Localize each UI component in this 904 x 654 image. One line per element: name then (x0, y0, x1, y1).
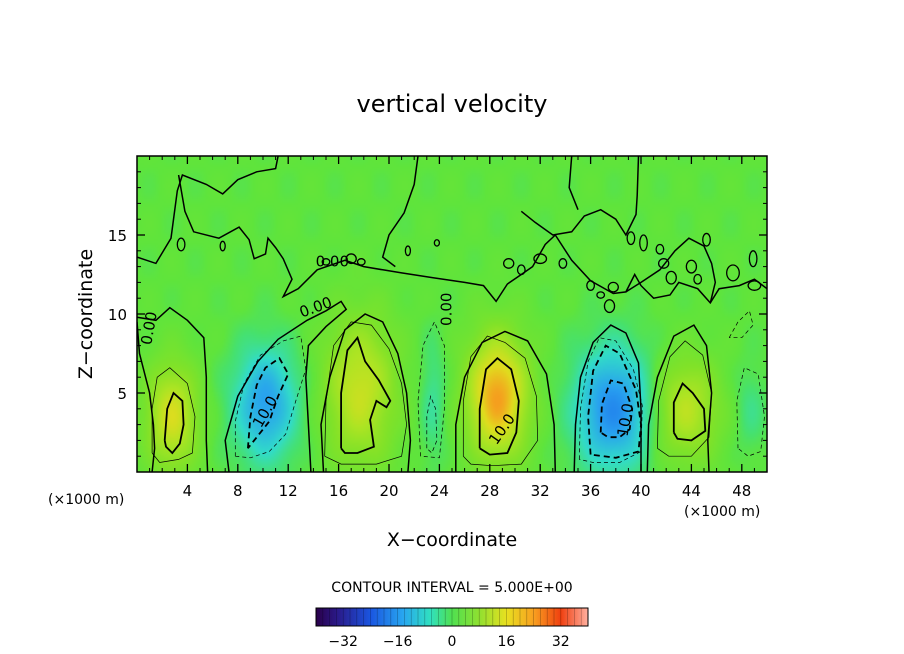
contour-5-3 (657, 340, 712, 457)
contour-zero-9 (625, 237, 717, 304)
contour-zero-12 (568, 156, 579, 210)
contour-10-1 (340, 335, 392, 454)
contour-zero-island-16 (657, 258, 670, 269)
contour-lines (137, 156, 767, 472)
contour-zero-8 (177, 174, 767, 305)
contour-zero-island-2 (321, 258, 331, 266)
colorbar-tick-label-4: 32 (552, 634, 570, 650)
contour-label-1: 0.00 (316, 252, 349, 270)
contour-neg5-5 (728, 310, 754, 339)
contour-zero-island-15 (655, 243, 665, 255)
contour-zero-island-9 (586, 280, 596, 291)
contour-zero-island-10 (596, 291, 606, 299)
x-axis: 4 8 12 16 20 24 28 32 36 40 44 48 (149, 156, 755, 500)
contour-zero-island-12 (607, 281, 619, 293)
colorbar-tick-label-0: −32 (328, 634, 358, 650)
x-tick-label-7: 32 (531, 482, 550, 500)
contour-zero-3 (320, 313, 412, 472)
chart-title: vertical velocity (357, 90, 548, 118)
contour-zero-island-0 (176, 237, 186, 252)
contour-zero-4 (455, 330, 557, 472)
contour-neg5-0 (234, 335, 307, 459)
contour-label-0: 0.00 (137, 310, 161, 346)
contour-zero-6 (646, 324, 713, 472)
contour-zero-island-6 (516, 264, 526, 276)
colorbar-tick-label-2: 0 (448, 634, 457, 650)
x-tick-label-11: 48 (732, 482, 751, 500)
x-tick-label-2: 12 (279, 482, 298, 500)
x-tick-label-8: 36 (581, 482, 600, 500)
x-tick-label-5: 24 (430, 482, 449, 500)
contour-10-3 (672, 381, 707, 442)
contour-zero-1 (137, 306, 209, 472)
contour-zero-2 (224, 300, 348, 472)
colorbar-tick-label-1: −16 (383, 634, 413, 650)
contour-zero-7 (137, 156, 279, 265)
y-axis-label: Z−coordinate (75, 249, 97, 379)
x-unit-right: (×1000 m) (684, 504, 760, 520)
contour-zero-island-11 (603, 299, 616, 314)
contour-zero-island-4 (356, 258, 366, 266)
contour-zero-11 (520, 156, 640, 237)
contour-5-2 (462, 335, 539, 467)
contour-zero-island-8 (558, 258, 568, 269)
contour-zero-island-25 (404, 245, 412, 257)
contour-neg10-2 (587, 344, 642, 459)
contour-zero-island-23 (747, 280, 762, 291)
contour-zero-island-24 (433, 239, 441, 247)
contour-5-0 (151, 367, 196, 463)
contour-zero-island-1 (219, 240, 226, 252)
contour-zero-10 (381, 156, 419, 268)
contour-zero-island-5 (503, 258, 515, 269)
contour-label-6: 10.0 (614, 402, 638, 438)
contour-zero-5 (573, 324, 642, 472)
contour-zero-island-14 (639, 234, 648, 252)
contour-zero-island-3 (345, 253, 357, 265)
x-tick-label-1: 8 (233, 482, 243, 500)
y-tick-label-2: 15 (108, 227, 127, 245)
contour-interval-text: CONTOUR INTERVAL = 5.000E+00 (331, 580, 572, 596)
contour-zero-island-7 (533, 253, 548, 265)
x-unit-left: (×1000 m) (48, 492, 124, 508)
contour-10-0 (163, 391, 185, 455)
colorbar: −32 −16 0 16 32 (315, 607, 589, 650)
contour-zero-island-17 (665, 270, 677, 285)
heatmap-field (137, 156, 767, 472)
contour-zero-island-20 (702, 232, 711, 247)
contour-zero-island-22 (748, 250, 758, 268)
x-tick-label-9: 40 (631, 482, 650, 500)
contour-zero-island-13 (626, 231, 636, 246)
x-tick-label-0: 4 (183, 482, 193, 500)
colorbar-tick-label-3: 16 (497, 634, 515, 650)
x-tick-label-6: 28 (480, 482, 499, 500)
colorbar-gradient (316, 608, 588, 626)
contour-10-2 (478, 356, 520, 456)
x-tick-label-3: 16 (329, 482, 348, 500)
contour-5-1 (324, 321, 407, 465)
contour-neg5-2 (426, 394, 438, 454)
contour-zero-0 (137, 321, 156, 472)
x-tick-label-4: 20 (379, 482, 398, 500)
contour-neg5-3 (417, 321, 445, 459)
contour-zero-island-19 (693, 273, 703, 285)
y-axis: 5 10 15 (108, 171, 767, 457)
contour-neg10-1 (599, 379, 634, 439)
x-tick-label-10: 44 (682, 482, 701, 500)
y-tick-label-1: 10 (108, 306, 127, 324)
contour-label-3: 0.00 (437, 293, 455, 326)
x-axis-label: X−coordinate (387, 529, 517, 551)
y-tick-label-0: 5 (117, 385, 127, 403)
contour-zero-island-18 (685, 259, 698, 274)
contour-zero-island-21 (726, 264, 740, 282)
